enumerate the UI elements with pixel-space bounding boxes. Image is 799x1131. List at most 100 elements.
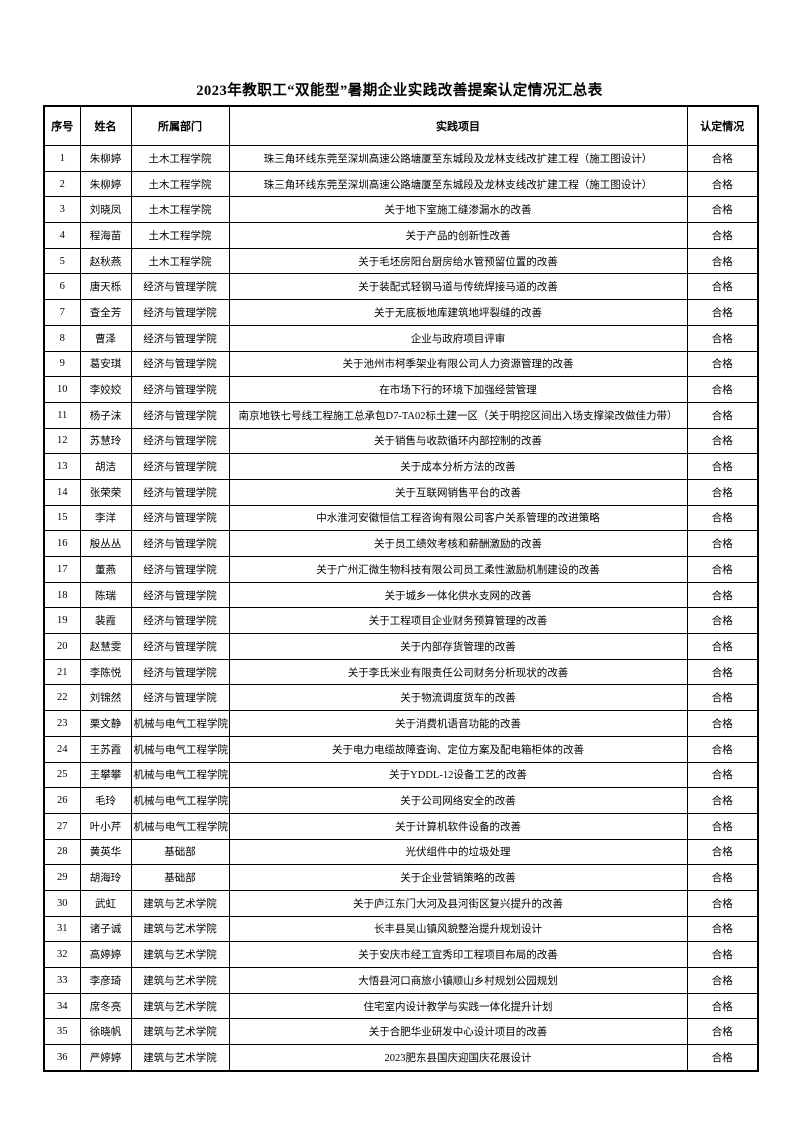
cell-project: 关于成本分析方法的改善 bbox=[228, 453, 688, 480]
cell-project: 珠三角环线东莞至深圳高速公路塘厦至东城段及龙林支线改扩建工程（施工图设计） bbox=[228, 170, 688, 198]
cell-status: 合格 bbox=[686, 581, 759, 609]
cell-name: 曹泽 bbox=[79, 324, 132, 352]
cell-no: 15 bbox=[43, 504, 81, 532]
table-row: 35 徐晓帆 建筑与艺术学院 关于合肥华业研发中心设计项目的改善 合格 bbox=[43, 1018, 759, 1046]
cell-no: 20 bbox=[43, 633, 81, 660]
cell-no: 30 bbox=[43, 889, 81, 917]
cell-no: 32 bbox=[43, 941, 81, 968]
cell-department: 经济与管理学院 bbox=[130, 633, 230, 660]
cell-project: 关于广州汇微生物科技有限公司员工柔性激励机制建设的改善 bbox=[228, 556, 688, 583]
cell-name: 苏慧玲 bbox=[79, 427, 132, 455]
cell-name: 陈瑞 bbox=[79, 581, 132, 609]
cell-no: 26 bbox=[43, 787, 81, 814]
cell-department: 建筑与艺术学院 bbox=[130, 889, 230, 917]
cell-no: 19 bbox=[43, 607, 81, 635]
cell-status: 合格 bbox=[686, 145, 759, 172]
cell-no: 22 bbox=[43, 684, 81, 712]
cell-project: 关于消费机语音功能的改善 bbox=[228, 710, 688, 737]
cell-no: 2 bbox=[43, 170, 81, 198]
cell-no: 11 bbox=[43, 401, 81, 429]
cell-project: 光伏组件中的垃圾处理 bbox=[228, 838, 688, 866]
cell-name: 朱柳婷 bbox=[79, 145, 132, 172]
cell-department: 经济与管理学院 bbox=[130, 556, 230, 583]
header-department: 所属部门 bbox=[130, 105, 230, 146]
cell-no: 34 bbox=[43, 992, 81, 1020]
cell-name: 刘锦然 bbox=[79, 684, 132, 712]
table-row: 32 高婷婷 建筑与艺术学院 关于安庆市经工宜秀印工程项目布局的改善 合格 bbox=[43, 941, 759, 968]
cell-name: 席冬亮 bbox=[79, 992, 132, 1020]
cell-name: 程海苗 bbox=[79, 222, 132, 249]
cell-department: 建筑与艺术学院 bbox=[130, 967, 230, 994]
cell-project: 关于毛坯房阳台厨房给水管预留位置的改善 bbox=[228, 247, 688, 275]
cell-name: 诸子诚 bbox=[79, 915, 132, 943]
table-row: 19 裴霞 经济与管理学院 关于工程项目企业财务预算管理的改善 合格 bbox=[43, 607, 759, 635]
cell-status: 合格 bbox=[686, 273, 759, 301]
cell-no: 16 bbox=[43, 530, 81, 557]
cell-department: 土木工程学院 bbox=[130, 145, 230, 172]
cell-status: 合格 bbox=[686, 324, 759, 352]
cell-no: 27 bbox=[43, 812, 81, 840]
cell-no: 18 bbox=[43, 581, 81, 609]
cell-name: 李陈悦 bbox=[79, 658, 132, 686]
cell-name: 裴霞 bbox=[79, 607, 132, 635]
table-row: 7 查全芳 经济与管理学院 关于无底板地库建筑地坪裂缝的改善 合格 bbox=[43, 299, 759, 326]
cell-name: 黄英华 bbox=[79, 838, 132, 866]
cell-status: 合格 bbox=[686, 504, 759, 532]
cell-no: 31 bbox=[43, 915, 81, 943]
table-row: 34 席冬亮 建筑与艺术学院 住宅室内设计教学与实践一体化提升计划 合格 bbox=[43, 992, 759, 1020]
cell-status: 合格 bbox=[686, 530, 759, 557]
cell-project: 关于李氏米业有限责任公司财务分析现状的改善 bbox=[228, 658, 688, 686]
cell-project: 关于城乡一体化供水支网的改善 bbox=[228, 581, 688, 609]
table-row: 15 李洋 经济与管理学院 中水淮河安徽恒信工程咨询有限公司客户关系管理的改进策… bbox=[43, 504, 759, 532]
table-row: 33 李彦琦 建筑与艺术学院 大悟县河口商旅小镇顺山乡村规划公园规划 合格 bbox=[43, 967, 759, 994]
cell-no: 9 bbox=[43, 350, 81, 378]
cell-status: 合格 bbox=[686, 350, 759, 378]
cell-project: 企业与政府项目评审 bbox=[228, 324, 688, 352]
cell-department: 经济与管理学院 bbox=[130, 401, 230, 429]
table-row: 18 陈瑞 经济与管理学院 关于城乡一体化供水支网的改善 合格 bbox=[43, 581, 759, 609]
cell-department: 机械与电气工程学院 bbox=[130, 710, 230, 737]
cell-name: 李彦琦 bbox=[79, 967, 132, 994]
cell-status: 合格 bbox=[686, 941, 759, 968]
cell-department: 机械与电气工程学院 bbox=[130, 735, 230, 763]
cell-department: 机械与电气工程学院 bbox=[130, 787, 230, 814]
cell-name: 栗文静 bbox=[79, 710, 132, 737]
cell-department: 经济与管理学院 bbox=[130, 478, 230, 506]
cell-project: 在市场下行的环境下加强经营管理 bbox=[228, 376, 688, 403]
cell-no: 28 bbox=[43, 838, 81, 866]
cell-status: 合格 bbox=[686, 401, 759, 429]
cell-name: 殷丛丛 bbox=[79, 530, 132, 557]
cell-status: 合格 bbox=[686, 376, 759, 403]
cell-project: 关于合肥华业研发中心设计项目的改善 bbox=[228, 1018, 688, 1046]
cell-no: 21 bbox=[43, 658, 81, 686]
cell-status: 合格 bbox=[686, 247, 759, 275]
cell-status: 合格 bbox=[686, 478, 759, 506]
cell-project: 关于互联网销售平台的改善 bbox=[228, 478, 688, 506]
cell-name: 严婷婷 bbox=[79, 1044, 132, 1072]
table-body: 1 朱柳婷 土木工程学院 珠三角环线东莞至深圳高速公路塘厦至东城段及龙林支线改扩… bbox=[43, 145, 759, 1072]
cell-project: 住宅室内设计教学与实践一体化提升计划 bbox=[228, 992, 688, 1020]
cell-project: 关于销售与收款循环内部控制的改善 bbox=[228, 427, 688, 455]
cell-status: 合格 bbox=[686, 735, 759, 763]
cell-name: 胡洁 bbox=[79, 453, 132, 480]
table-row: 2 朱柳婷 土木工程学院 珠三角环线东莞至深圳高速公路塘厦至东城段及龙林支线改扩… bbox=[43, 170, 759, 198]
cell-name: 赵秋燕 bbox=[79, 247, 132, 275]
cell-project: 关于电力电缆故障查询、定位方案及配电箱柜体的改善 bbox=[228, 735, 688, 763]
table-row: 21 李陈悦 经济与管理学院 关于李氏米业有限责任公司财务分析现状的改善 合格 bbox=[43, 658, 759, 686]
header-status: 认定情况 bbox=[686, 105, 759, 146]
cell-name: 朱柳婷 bbox=[79, 170, 132, 198]
cell-name: 李洋 bbox=[79, 504, 132, 532]
table-row: 6 唐天栎 经济与管理学院 关于装配式轻钢马道与传统焊接马道的改善 合格 bbox=[43, 273, 759, 301]
header-row: 序号 姓名 所属部门 实践项目 认定情况 bbox=[43, 105, 759, 146]
cell-status: 合格 bbox=[686, 838, 759, 866]
cell-department: 经济与管理学院 bbox=[130, 607, 230, 635]
cell-department: 经济与管理学院 bbox=[130, 350, 230, 378]
table-row: 3 刘晓凤 土木工程学院 关于地下室施工缝渗漏水的改善 合格 bbox=[43, 196, 759, 224]
table-row: 4 程海苗 土木工程学院 关于产品的创新性改善 合格 bbox=[43, 222, 759, 249]
cell-project: 关于安庆市经工宜秀印工程项目布局的改善 bbox=[228, 941, 688, 968]
cell-project: 关于无底板地库建筑地坪裂缝的改善 bbox=[228, 299, 688, 326]
cell-no: 36 bbox=[43, 1044, 81, 1072]
cell-status: 合格 bbox=[686, 889, 759, 917]
cell-project: 长丰县吴山镇风貌整治提升规划设计 bbox=[228, 915, 688, 943]
